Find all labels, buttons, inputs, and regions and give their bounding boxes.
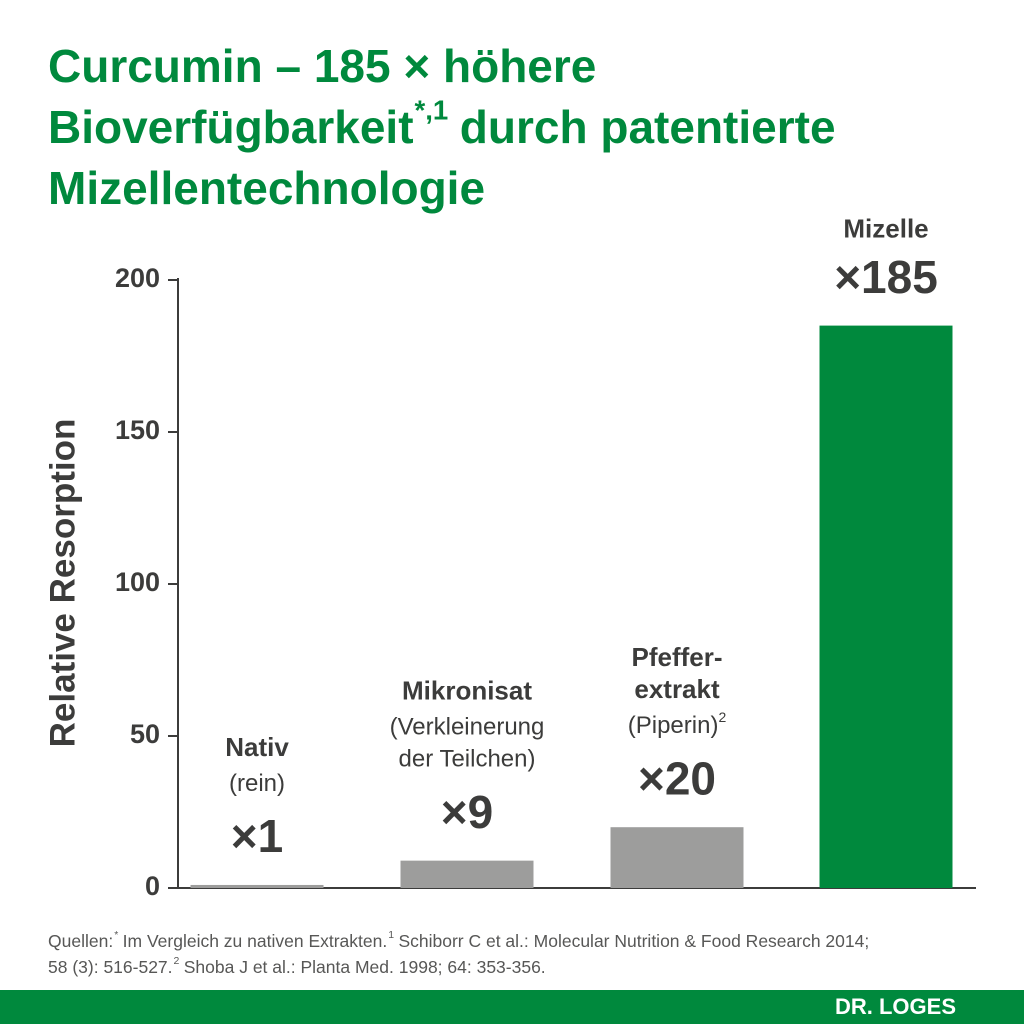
source-note-part: Shoba J et al.: Planta Med. 1998; 64: 35…: [184, 957, 546, 977]
category-detail: (Piperin)2: [628, 709, 727, 740]
source-note-sup: 2: [174, 955, 180, 967]
category-detail-sup: 2: [718, 709, 726, 725]
chart-title-sup: *,1: [415, 95, 449, 126]
bar: [400, 860, 534, 888]
source-note-part: 58 (3): 516-527.: [48, 957, 173, 977]
source-note-part: Quellen:: [48, 931, 113, 951]
source-note-part: Schiborr C et al.: Molecular Nutrition &…: [398, 931, 869, 951]
chart-title-part: durch patentierte: [460, 101, 836, 153]
bar: [190, 884, 324, 888]
category-detail-text: (Piperin): [628, 713, 719, 740]
y-tick-label: 100: [115, 567, 160, 597]
source-note-sup: *: [114, 929, 118, 941]
source-note-part: Im Vergleich zu nativen Extrakten.: [123, 931, 388, 951]
y-tick-label: 50: [130, 719, 160, 749]
category-label: Mizelle: [843, 213, 928, 243]
category-label: Nativ: [225, 732, 289, 762]
source-note: Quellen:*​Im Vergleich zu nativen Extrak…: [48, 929, 869, 951]
category-label: Pfeffer-: [631, 642, 722, 672]
value-label: ×20: [638, 752, 716, 804]
chart-title-part: Curcumin – 185 × höhere: [48, 40, 596, 92]
y-tick-label: 200: [115, 263, 160, 293]
footer-band: [0, 990, 1024, 1024]
chart-title: Mizellentechnologie: [48, 162, 485, 214]
y-tick-label: 150: [115, 415, 160, 445]
chart-title-part: Mizellentechnologie: [48, 162, 485, 214]
bar: [610, 827, 744, 888]
chart-title-part: Bioverfügbarkeit: [48, 101, 414, 153]
category-label: Mikronisat: [402, 676, 532, 706]
y-axis-title: Relative Resorption: [43, 419, 82, 748]
value-label: ×1: [231, 810, 283, 862]
chart-title: Bioverfügbarkeit*,1​durch patentierte: [48, 95, 836, 153]
category-detail-text: der Teilchen): [399, 746, 536, 773]
value-label: ×185: [834, 251, 938, 303]
chart-title: Curcumin – 185 × höhere: [48, 40, 596, 92]
source-note-sup: 1: [388, 929, 394, 941]
y-tick-label: 0: [145, 871, 160, 901]
category-detail: der Teilchen): [399, 746, 536, 773]
source-note: 58 (3): 516-527.2​Shoba J et al.: Planta…: [48, 955, 546, 977]
brand: DR. LOGES: [835, 994, 956, 1019]
category-detail: (rein): [229, 770, 285, 797]
category-detail-text: (Verkleinerung: [390, 714, 545, 741]
value-label: ×9: [441, 786, 493, 838]
category-label: extrakt: [634, 674, 720, 704]
category-detail-text: (rein): [229, 770, 285, 797]
bar: [819, 325, 953, 889]
category-detail: (Verkleinerung: [390, 714, 545, 741]
